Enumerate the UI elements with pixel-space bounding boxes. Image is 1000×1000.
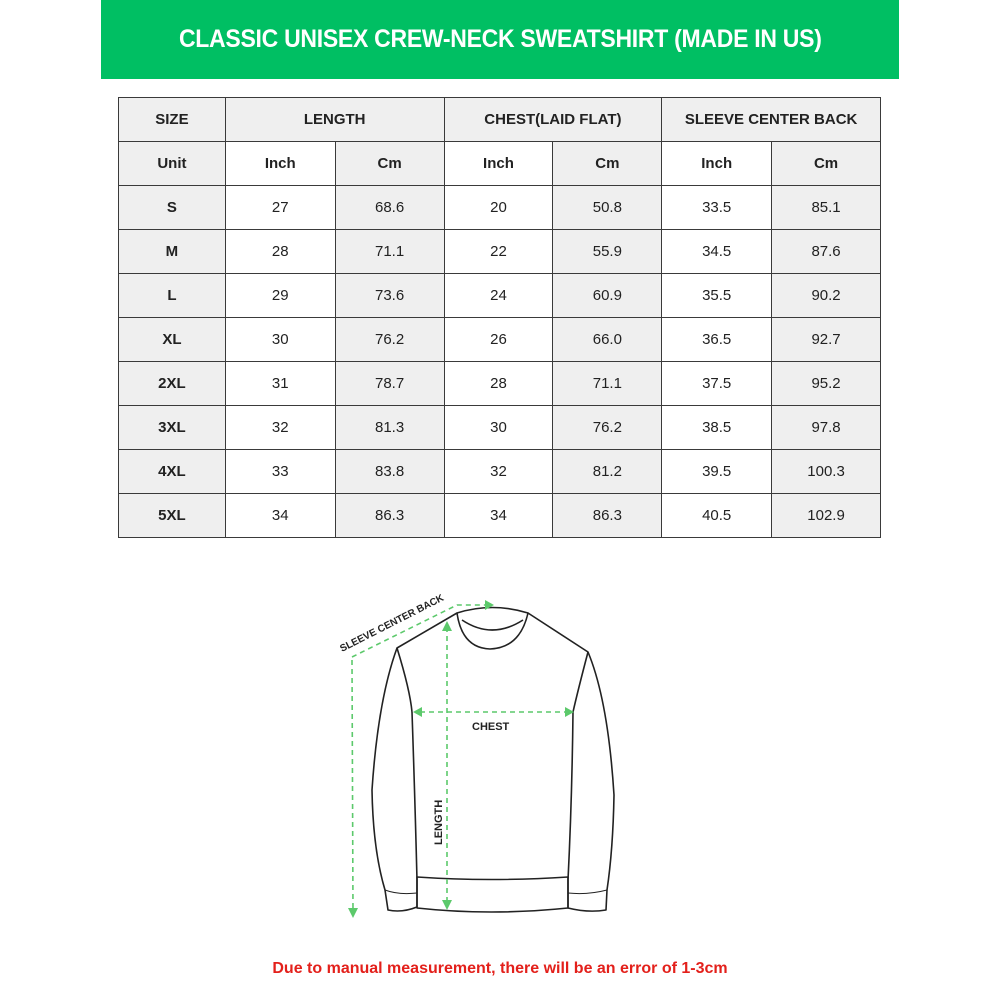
column-group-header: SLEEVE CENTER BACK (661, 97, 881, 142)
unit-header: Inch (224, 141, 336, 186)
unit-header: Cm (552, 141, 663, 186)
arrow-right-icon (565, 707, 574, 717)
measurement-cell: 30 (443, 405, 554, 450)
chest-label: CHEST (472, 721, 510, 733)
column-group-header: LENGTH (224, 97, 445, 142)
sleeve-label: SLEEVE CENTER BACK (338, 592, 446, 654)
sweatshirt-outline (371, 606, 615, 913)
title-banner: CLASSIC UNISEX CREW-NECK SWEATSHIRT (MAD… (101, 0, 899, 79)
measurement-cell: 81.3 (334, 405, 445, 450)
measurement-cell: 38.5 (661, 405, 773, 450)
measurement-cell: 81.2 (552, 449, 663, 494)
measurement-cell: 95.2 (771, 361, 881, 406)
measurement-cell: 28 (443, 361, 554, 406)
table-row: L 29 73.6 24 60.9 35.5 90.2 (118, 273, 881, 318)
unit-row: Unit Inch Cm Inch Cm Inch Cm (118, 141, 881, 186)
measurement-cell: 34 (443, 493, 554, 538)
measurement-cell: 32 (443, 449, 554, 494)
table-row: S 27 68.6 20 50.8 33.5 85.1 (118, 185, 881, 230)
measurement-cell: 33 (224, 449, 336, 494)
measurement-cell: 22 (443, 229, 554, 274)
sleeve-measure-line (351, 604, 488, 658)
size-label: 2XL (118, 361, 226, 406)
measurement-cell: 34.5 (661, 229, 773, 274)
measurement-cell: 37.5 (661, 361, 773, 406)
measurement-cell: 27 (224, 185, 336, 230)
measurement-cell: 85.1 (771, 185, 881, 230)
measurement-cell: 92.7 (771, 317, 881, 362)
table-row: 5XL 34 86.3 34 86.3 40.5 102.9 (118, 493, 881, 538)
measurement-cell: 100.3 (771, 449, 881, 494)
measurement-cell: 32 (224, 405, 336, 450)
measurement-cell: 78.7 (334, 361, 445, 406)
measurement-cell: 68.6 (334, 185, 445, 230)
page-title: CLASSIC UNISEX CREW-NECK SWEATSHIRT (MAD… (178, 25, 822, 53)
measurement-disclaimer: Due to manual measurement, there will be… (272, 960, 728, 977)
measurement-cell: 76.2 (552, 405, 663, 450)
size-label: 3XL (118, 405, 226, 450)
header-row: SIZE LENGTH CHEST(LAID FLAT) SLEEVE CENTER … (118, 97, 881, 142)
measurement-cell: 30 (224, 317, 336, 362)
measurement-cell: 36.5 (661, 317, 773, 362)
measurement-cell: 20 (443, 185, 554, 230)
measurement-cell: 71.1 (334, 229, 445, 274)
table-row: 2XL 31 78.7 28 71.1 37.5 95.2 (118, 361, 881, 406)
measurement-cell: 90.2 (771, 273, 881, 318)
unit-header: Cm (334, 141, 445, 186)
measurement-cell: 102.9 (771, 493, 881, 538)
measurement-cell: 86.3 (552, 493, 663, 538)
unit-header: Cm (771, 141, 881, 186)
length-label: LENGTH (433, 800, 445, 845)
table-row: M 28 71.1 22 55.9 34.5 87.6 (118, 229, 881, 274)
measurement-cell: 24 (443, 273, 554, 318)
measurement-cell: 66.0 (552, 317, 663, 362)
measurement-cell: 76.2 (334, 317, 445, 362)
measurement-cell: 31 (224, 361, 336, 406)
measurement-cell: 39.5 (661, 449, 773, 494)
size-label: S (118, 185, 226, 230)
unit-header: Unit (118, 141, 226, 186)
measurement-cell: 28 (224, 229, 336, 274)
measurement-cell: 26 (443, 317, 554, 362)
size-label: 5XL (118, 493, 226, 538)
table-row: 4XL 33 83.8 32 81.2 39.5 100.3 (118, 449, 881, 494)
column-group-header: SIZE (118, 97, 226, 142)
measurement-cell: 86.3 (334, 493, 445, 538)
arrow-right-icon (485, 600, 494, 610)
size-label: XL (118, 317, 226, 362)
size-label: L (118, 273, 226, 318)
arrow-heads (348, 600, 574, 918)
measurement-cell: 55.9 (552, 229, 663, 274)
measurement-lines (351, 604, 567, 913)
measurement-cell: 50.8 (552, 185, 663, 230)
measurement-cell: 83.8 (334, 449, 445, 494)
column-group-header: CHEST(LAID FLAT) (443, 97, 663, 142)
measurement-cell: 34 (224, 493, 336, 538)
size-label: M (118, 229, 226, 274)
measurement-cell: 87.6 (771, 229, 881, 274)
sweatshirt-diagram: SLEEVE CENTER BACK CHEST LENGTH (338, 592, 615, 918)
measurement-cell: 97.8 (771, 405, 881, 450)
arrow-up-icon (442, 621, 452, 631)
measurement-cell: 73.6 (334, 273, 445, 318)
measurement-cell: 60.9 (552, 273, 663, 318)
measurement-cell: 35.5 (661, 273, 773, 318)
table-row: 3XL 32 81.3 30 76.2 38.5 97.8 (118, 405, 881, 450)
arrow-left-icon (413, 707, 422, 717)
unit-header: Inch (443, 141, 554, 186)
measurement-cell: 29 (224, 273, 336, 318)
arrow-down-icon (348, 908, 358, 918)
arrow-down-icon (442, 900, 452, 910)
measurement-cell: 71.1 (552, 361, 663, 406)
unit-header: Inch (661, 141, 773, 186)
measurement-cell: 40.5 (661, 493, 773, 538)
table-row: XL 30 76.2 26 66.0 36.5 92.7 (118, 317, 881, 362)
size-table: SIZE LENGTH CHEST(LAID FLAT) SLEEVE CENTER … (118, 97, 881, 538)
size-label: 4XL (118, 449, 226, 494)
measurement-cell: 33.5 (661, 185, 773, 230)
sleeve-drop-line (351, 659, 354, 913)
